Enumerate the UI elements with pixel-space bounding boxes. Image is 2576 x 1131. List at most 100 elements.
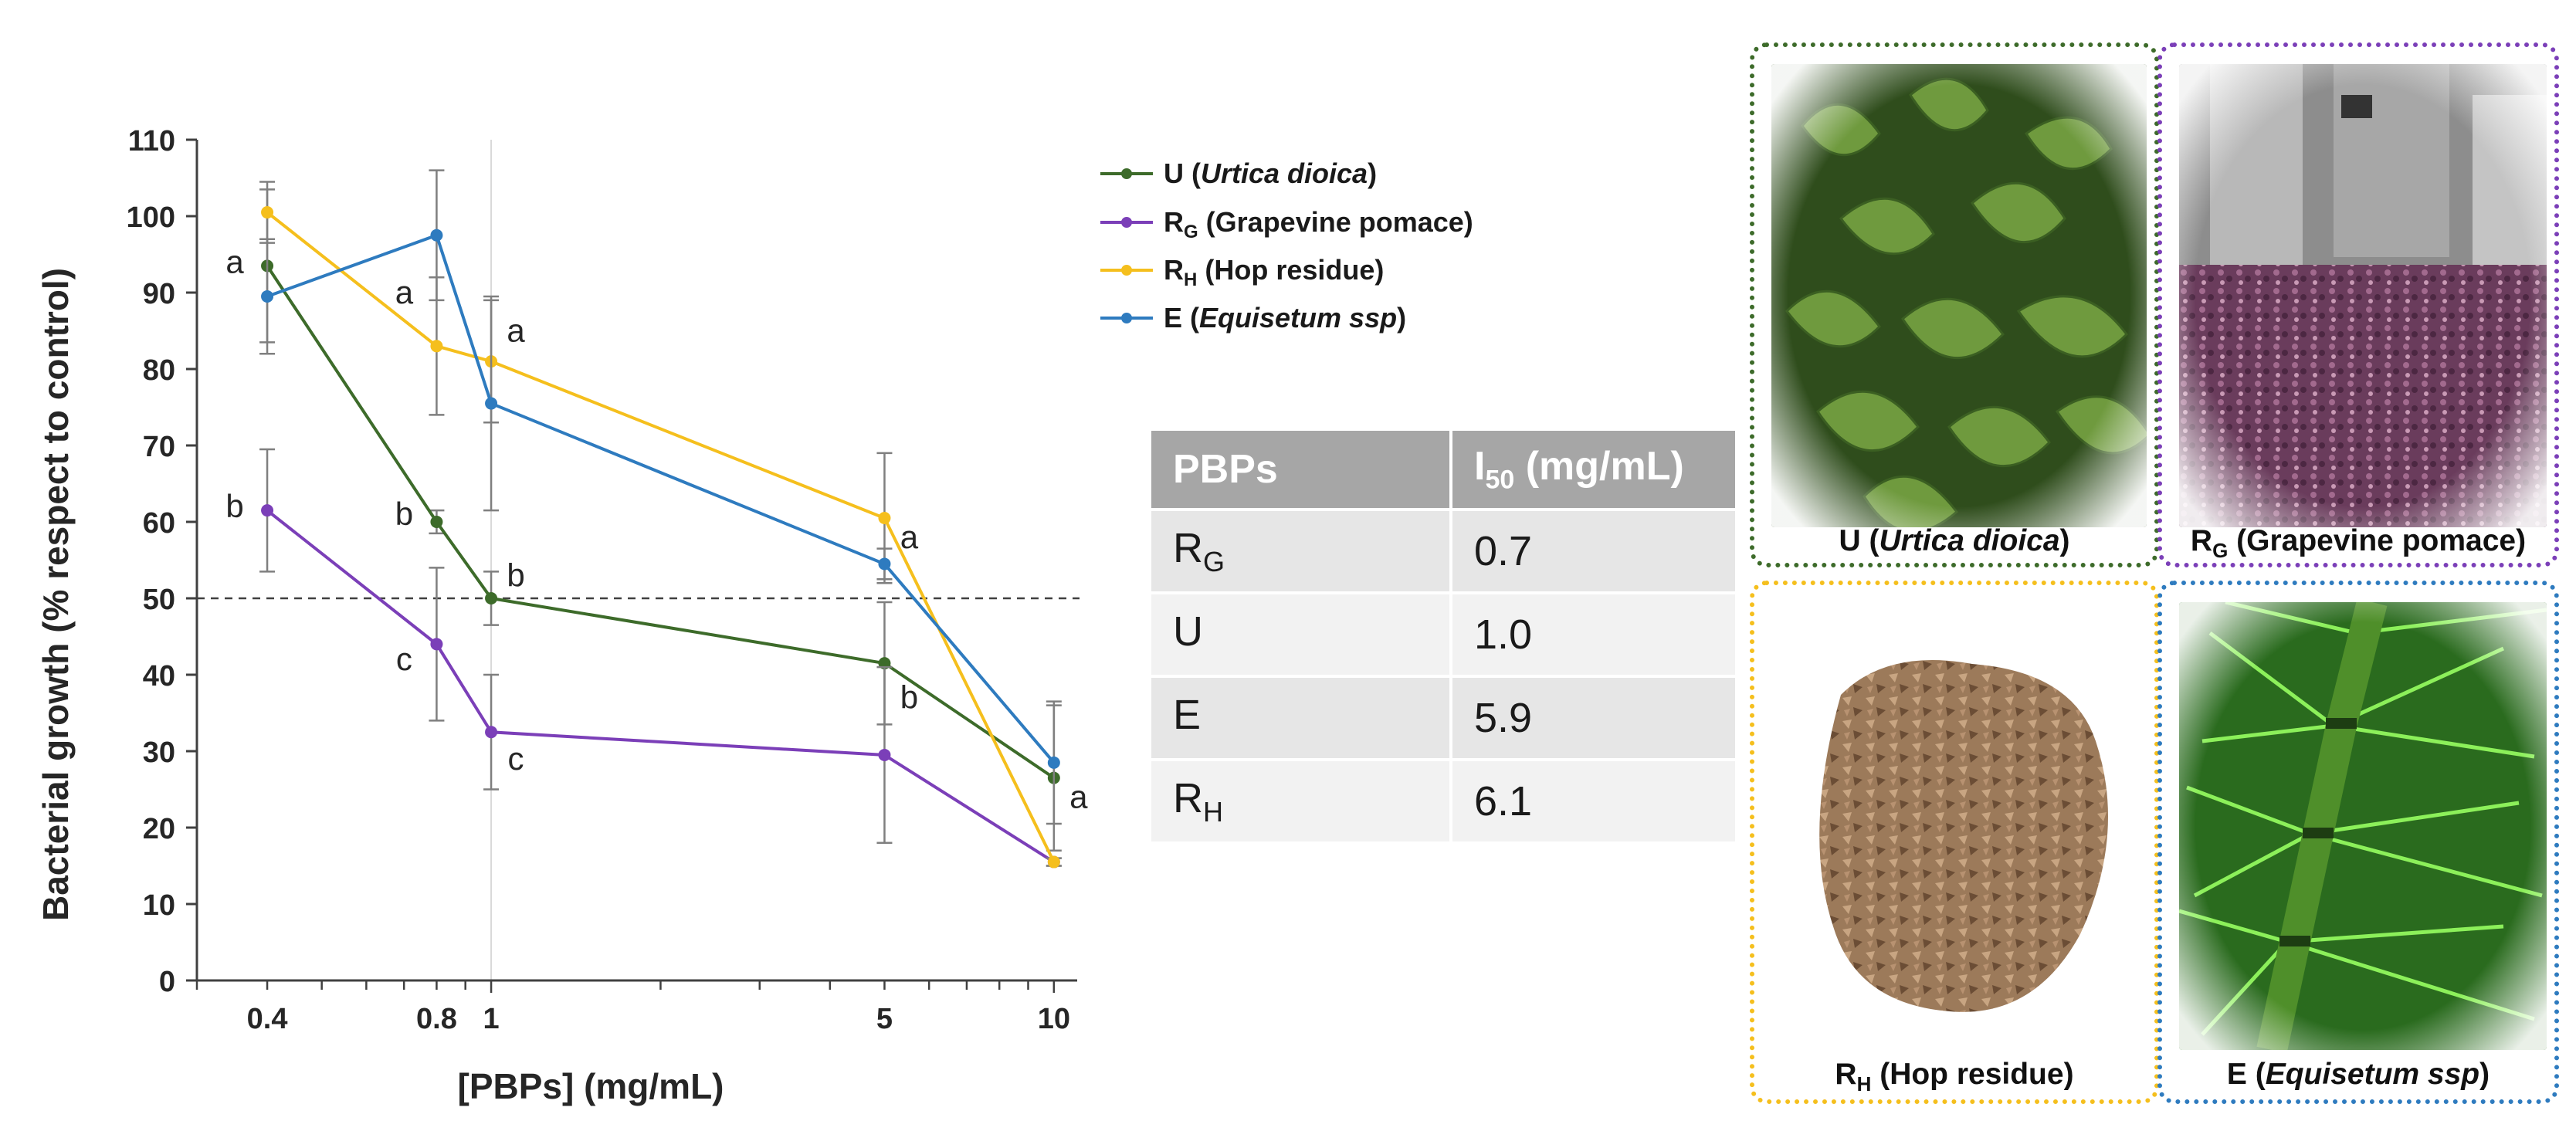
pbp-code: U bbox=[1173, 608, 1203, 655]
caption-italic: Urtica dioica bbox=[1879, 524, 2060, 557]
legend-label: RH (Hop residue) bbox=[1164, 254, 1384, 290]
legend-swatch-point bbox=[1121, 313, 1132, 323]
table-header-i50: I50 (mg/mL) bbox=[1452, 431, 1735, 508]
significance-letter: a bbox=[1069, 778, 1088, 814]
legend-prefix: U ( bbox=[1164, 157, 1201, 189]
series-line bbox=[266, 509, 1055, 864]
panel-caption: U (Urtica dioica) bbox=[1754, 524, 2154, 558]
caption-main: R bbox=[2190, 524, 2213, 557]
legend-sub: H bbox=[1184, 269, 1197, 290]
legend-main: R bbox=[1164, 254, 1184, 286]
i50-table: PBPs I50 (mg/mL) RG 0.7 U 1.0 E 5.9 RH 6… bbox=[1148, 428, 1738, 845]
y-tick-label: 10 bbox=[143, 889, 175, 922]
table-cell-pbp: RH bbox=[1151, 761, 1449, 841]
legend-entry: U (Urtica dioica) bbox=[1100, 157, 1377, 189]
caption-rest: (Grapevine pomace) bbox=[2228, 524, 2527, 557]
y-tick-label: 90 bbox=[143, 278, 175, 310]
series-RH bbox=[259, 181, 1062, 869]
pbp-code-sub: G bbox=[1203, 545, 1225, 577]
data-point bbox=[485, 397, 498, 410]
legend-swatch-point bbox=[1121, 217, 1132, 228]
data-point bbox=[430, 516, 443, 528]
significance-letter: a bbox=[507, 313, 525, 349]
caption-prefix: U ( bbox=[1839, 524, 1879, 557]
table-cell-pbp: RG bbox=[1151, 511, 1449, 591]
legend: U (Urtica dioica)RG (Grapevine pomace)RH… bbox=[1100, 157, 1473, 334]
data-point bbox=[430, 638, 443, 651]
caption-rest: (Hop residue) bbox=[1871, 1058, 2074, 1091]
panel-urtica: U (Urtica dioica) bbox=[1750, 42, 2159, 567]
i50-unit: (mg/mL) bbox=[1514, 444, 1684, 489]
data-point bbox=[261, 290, 274, 303]
x-tick-label: 0.4 bbox=[247, 1003, 288, 1035]
table-cell-i50: 0.7 bbox=[1452, 511, 1735, 591]
table-cell-pbp: U bbox=[1151, 594, 1449, 675]
axes-layer: 0 10 20 30 40 50 60 70 80 90 100 110 0.4 0.8 1 5 10 bbox=[127, 125, 1077, 1035]
significance-letter: c bbox=[508, 740, 524, 777]
bacterial-growth-chart: 0 10 20 30 40 50 60 70 80 90 100 110 0.4 0.8 1 5 10 a b a b… bbox=[36, 125, 1473, 1106]
table-row: E 5.9 bbox=[1151, 678, 1735, 758]
legend-rest: (Hop residue) bbox=[1197, 254, 1384, 286]
data-point bbox=[485, 592, 498, 604]
legend-suffix: ) bbox=[1397, 302, 1406, 334]
i50-sub: 50 bbox=[1485, 465, 1515, 495]
legend-italic: Equisetum ssp bbox=[1199, 302, 1397, 334]
pbp-code: R bbox=[1173, 775, 1203, 822]
pbp-code: R bbox=[1173, 525, 1203, 572]
significance-letter: b bbox=[395, 496, 413, 532]
y-tick-label: 20 bbox=[143, 813, 175, 845]
legend-entry: E (Equisetum ssp) bbox=[1100, 302, 1406, 334]
legend-sub: G bbox=[1184, 222, 1198, 242]
caption-suffix: ) bbox=[2479, 1058, 2490, 1091]
x-tick-label: 5 bbox=[876, 1003, 893, 1035]
panel-caption: RH (Hop residue) bbox=[1754, 1058, 2154, 1096]
legend-swatch-point bbox=[1121, 168, 1132, 179]
pbp-code-sub: H bbox=[1203, 795, 1223, 828]
legend-swatch-point bbox=[1121, 265, 1132, 276]
table-cell-i50: 6.1 bbox=[1452, 761, 1735, 841]
grapevine-pomace-photo bbox=[2179, 64, 2547, 527]
data-point bbox=[261, 504, 274, 517]
legend-label: RG (Grapevine pomace) bbox=[1164, 206, 1473, 242]
caption-sub: G bbox=[2212, 538, 2229, 562]
y-tick-label: 60 bbox=[143, 507, 175, 540]
series-E bbox=[259, 169, 1062, 825]
y-tick-label: 110 bbox=[128, 125, 175, 157]
legend-italic: Urtica dioica bbox=[1201, 157, 1368, 189]
y-tick-label: 40 bbox=[143, 660, 175, 692]
annotation-layer: a b a b c a b c a b a bbox=[225, 243, 1088, 814]
pbp-code: E bbox=[1173, 692, 1202, 739]
caption-suffix: ) bbox=[2059, 524, 2070, 557]
table-row: RH 6.1 bbox=[1151, 761, 1735, 841]
significance-letter: a bbox=[900, 519, 919, 555]
series-line bbox=[266, 233, 1056, 764]
series-line bbox=[266, 265, 1055, 780]
legend-main: R bbox=[1164, 206, 1184, 238]
legend-entry: RG (Grapevine pomace) bbox=[1100, 206, 1473, 242]
y-tick-label: 80 bbox=[143, 354, 175, 387]
data-point bbox=[261, 206, 274, 219]
series-U bbox=[259, 188, 1062, 852]
panel-grapevine: RG (Grapevine pomace) bbox=[2157, 42, 2559, 567]
i50-main: I bbox=[1474, 444, 1486, 489]
x-axis-label: [PBPs] (mg/mL) bbox=[458, 1066, 724, 1106]
y-tick-label: 0 bbox=[159, 966, 175, 998]
panel-caption: RG (Grapevine pomace) bbox=[2162, 524, 2554, 563]
panel-hop: RH (Hop residue) bbox=[1750, 581, 2159, 1104]
legend-label: E (Equisetum ssp) bbox=[1164, 302, 1406, 334]
y-tick-label: 50 bbox=[143, 584, 175, 616]
legend-prefix: E ( bbox=[1164, 302, 1199, 334]
significance-letter: b bbox=[900, 679, 918, 716]
data-point bbox=[878, 557, 891, 571]
series-RG bbox=[259, 448, 1062, 869]
y-tick-label: 70 bbox=[143, 431, 175, 463]
legend-rest: (Grapevine pomace) bbox=[1198, 206, 1473, 238]
caption-main: R bbox=[1835, 1058, 1857, 1091]
table-cell-pbp: E bbox=[1151, 678, 1449, 758]
x-tick-label: 10 bbox=[1038, 1003, 1070, 1035]
data-point bbox=[1047, 855, 1060, 869]
panel-caption: E (Equisetum ssp) bbox=[2162, 1058, 2554, 1092]
table-row: U 1.0 bbox=[1151, 594, 1735, 675]
table-row: RG 0.7 bbox=[1151, 511, 1735, 591]
legend-suffix: ) bbox=[1368, 157, 1377, 189]
